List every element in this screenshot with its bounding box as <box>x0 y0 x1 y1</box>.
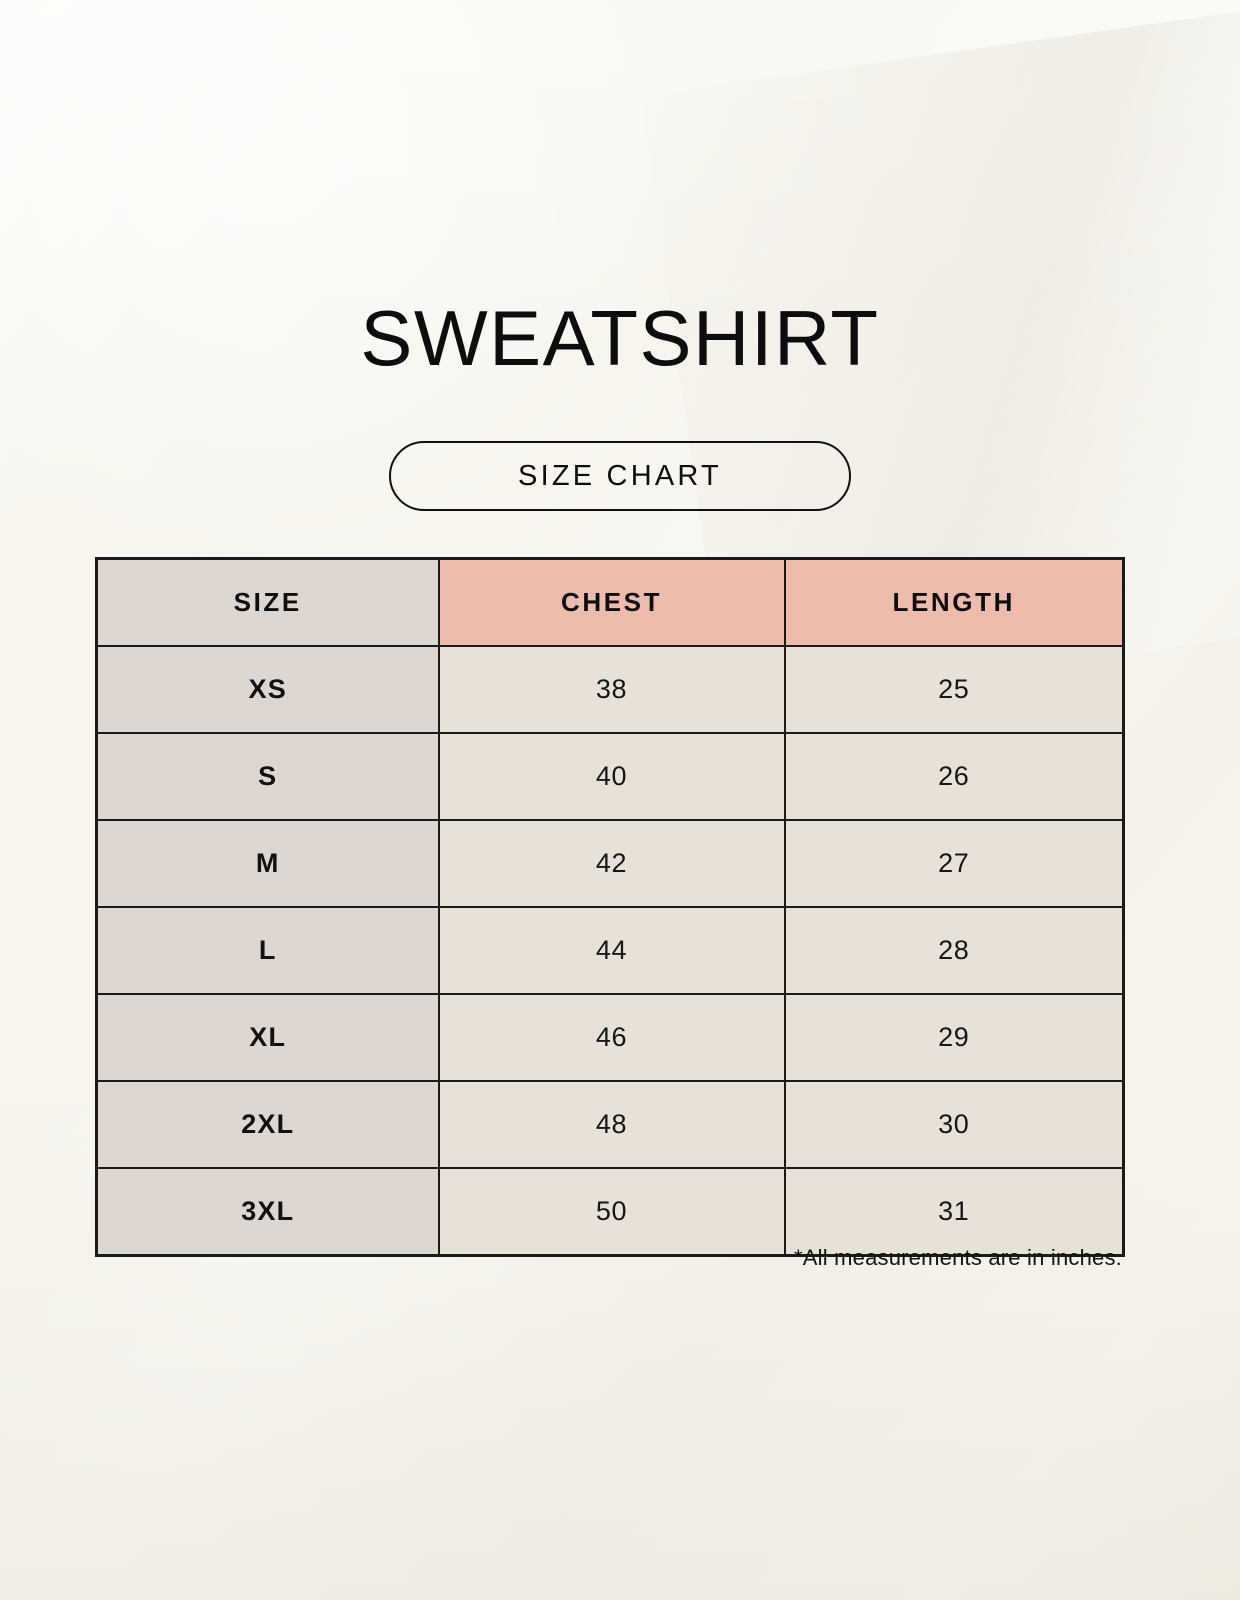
table-row: XL 46 29 <box>95 993 1125 1082</box>
cell-chest: 50 <box>437 1167 786 1257</box>
cell-length: 26 <box>783 732 1125 821</box>
table-row: 3XL 50 31 <box>95 1167 1125 1257</box>
page-title: SWEATSHIRT <box>360 294 880 382</box>
size-table-container: SIZE CHEST LENGTH XS 38 25 S 40 26 <box>95 557 1125 1257</box>
cell-size: XS <box>95 645 440 734</box>
table-row: M 42 27 <box>95 819 1125 908</box>
cell-chest: 40 <box>437 732 786 821</box>
cell-chest: 46 <box>437 993 786 1082</box>
column-header-chest: CHEST <box>437 557 786 647</box>
cell-chest: 42 <box>437 819 786 908</box>
table-header-row: SIZE CHEST LENGTH <box>95 557 1125 647</box>
cell-size: L <box>95 906 440 995</box>
cell-length: 25 <box>783 645 1125 734</box>
table-row: L 44 28 <box>95 906 1125 995</box>
table-header: SIZE CHEST LENGTH <box>95 557 1125 647</box>
size-table: SIZE CHEST LENGTH XS 38 25 S 40 26 <box>95 557 1125 1257</box>
column-header-length: LENGTH <box>783 557 1125 647</box>
cell-size: 2XL <box>95 1080 440 1169</box>
table-row: 2XL 48 30 <box>95 1080 1125 1169</box>
cell-length: 31 <box>783 1167 1125 1257</box>
table-body: XS 38 25 S 40 26 M 42 27 L <box>95 645 1125 1257</box>
cell-size: S <box>95 732 440 821</box>
cell-length: 27 <box>783 819 1125 908</box>
cell-size: M <box>95 819 440 908</box>
table-row: XS 38 25 <box>95 645 1125 734</box>
cell-size: 3XL <box>95 1167 440 1257</box>
cell-length: 29 <box>783 993 1125 1082</box>
column-header-size: SIZE <box>95 557 440 647</box>
cell-size: XL <box>95 993 440 1082</box>
cell-length: 30 <box>783 1080 1125 1169</box>
cell-length: 28 <box>783 906 1125 995</box>
cell-chest: 44 <box>437 906 786 995</box>
badge-container: SIZE CHART <box>0 441 1240 511</box>
table-row: S 40 26 <box>95 732 1125 821</box>
measurement-note: *All measurements are in inches. <box>794 1245 1122 1270</box>
size-chart-badge: SIZE CHART <box>389 441 851 511</box>
cell-chest: 38 <box>437 645 786 734</box>
cell-chest: 48 <box>437 1080 786 1169</box>
